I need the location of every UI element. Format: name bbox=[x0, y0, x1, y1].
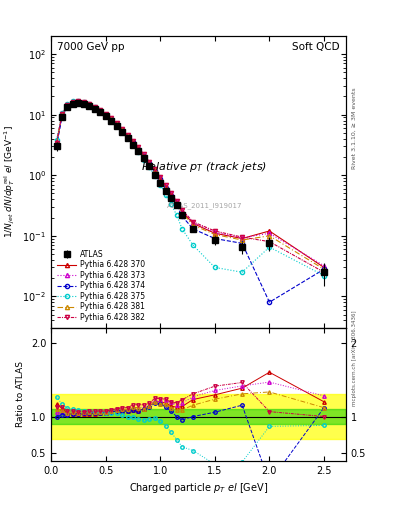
Text: mcplots.cern.ch [arXiv:1306.3436]: mcplots.cern.ch [arXiv:1306.3436] bbox=[352, 311, 357, 406]
Text: 7000 GeV pp: 7000 GeV pp bbox=[57, 41, 125, 52]
Bar bbox=[51, 394, 346, 439]
Legend: ATLAS, Pythia 6.428 370, Pythia 6.428 373, Pythia 6.428 374, Pythia 6.428 375, P: ATLAS, Pythia 6.428 370, Pythia 6.428 37… bbox=[55, 247, 147, 324]
Text: Relative $p_T$ (track jets): Relative $p_T$ (track jets) bbox=[141, 160, 267, 174]
X-axis label: Charged particle $p_{T}\ el\ [{\rm GeV}]$: Charged particle $p_{T}\ el\ [{\rm GeV}]… bbox=[129, 481, 268, 495]
Y-axis label: $1/N_{jet}\ dN/dp^{\rm rel}_{T}\ el\ [{\rm GeV}^{-1}]$: $1/N_{jet}\ dN/dp^{\rm rel}_{T}\ el\ [{\… bbox=[2, 125, 17, 239]
Text: Rivet 3.1.10, ≥ 3M events: Rivet 3.1.10, ≥ 3M events bbox=[352, 87, 357, 169]
Y-axis label: Ratio to ATLAS: Ratio to ATLAS bbox=[16, 361, 25, 428]
Text: Soft QCD: Soft QCD bbox=[292, 41, 340, 52]
Text: ATLAS_2011_I919017: ATLAS_2011_I919017 bbox=[167, 202, 242, 209]
Bar bbox=[51, 409, 346, 424]
